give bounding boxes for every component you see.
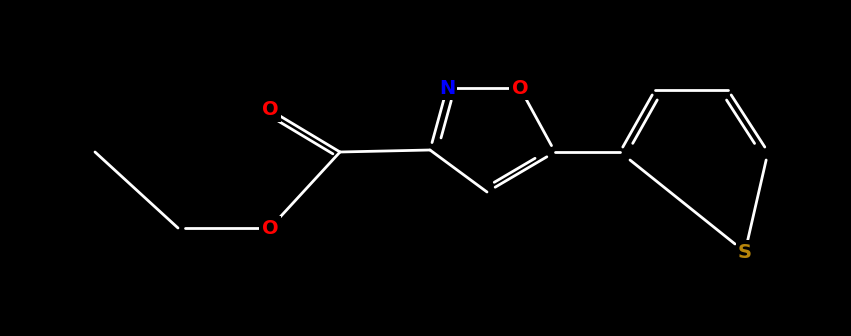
Text: S: S: [738, 243, 752, 261]
Text: O: O: [262, 218, 278, 238]
Text: O: O: [511, 79, 528, 97]
Text: O: O: [262, 100, 278, 120]
Text: N: N: [439, 79, 455, 97]
